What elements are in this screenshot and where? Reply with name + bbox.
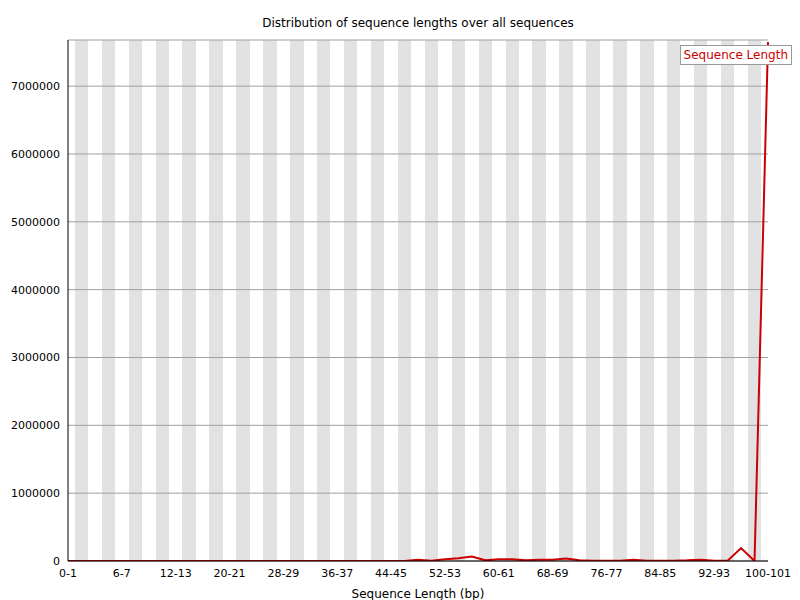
svg-text:20-21: 20-21: [214, 567, 246, 580]
svg-text:2000000: 2000000: [11, 419, 60, 432]
svg-text:0: 0: [53, 555, 60, 568]
svg-text:1000000: 1000000: [11, 487, 60, 500]
svg-text:5000000: 5000000: [11, 216, 60, 229]
svg-text:6-7: 6-7: [113, 567, 131, 580]
svg-text:68-69: 68-69: [537, 567, 569, 580]
svg-text:Sequence Length (bp): Sequence Length (bp): [352, 587, 485, 600]
svg-text:52-53: 52-53: [429, 567, 461, 580]
svg-text:28-29: 28-29: [267, 567, 299, 580]
svg-text:36-37: 36-37: [321, 567, 353, 580]
svg-text:84-85: 84-85: [644, 567, 676, 580]
svg-text:12-13: 12-13: [160, 567, 192, 580]
svg-text:7000000: 7000000: [11, 80, 60, 93]
svg-text:0-1: 0-1: [59, 567, 77, 580]
svg-text:4000000: 4000000: [11, 284, 60, 297]
svg-text:3000000: 3000000: [11, 351, 60, 364]
html-text:Sequence Length: Sequence Length: [683, 48, 788, 62]
svg-text:44-45: 44-45: [375, 567, 407, 580]
svg-text:100-101: 100-101: [745, 567, 791, 580]
svg-text:6000000: 6000000: [11, 148, 60, 161]
svg-text:76-77: 76-77: [590, 567, 622, 580]
html-text:Distribution of sequence lengt: Distribution of sequence lengths over al…: [262, 16, 574, 30]
svg-text:92-93: 92-93: [698, 567, 730, 580]
svg-text:60-61: 60-61: [483, 567, 515, 580]
